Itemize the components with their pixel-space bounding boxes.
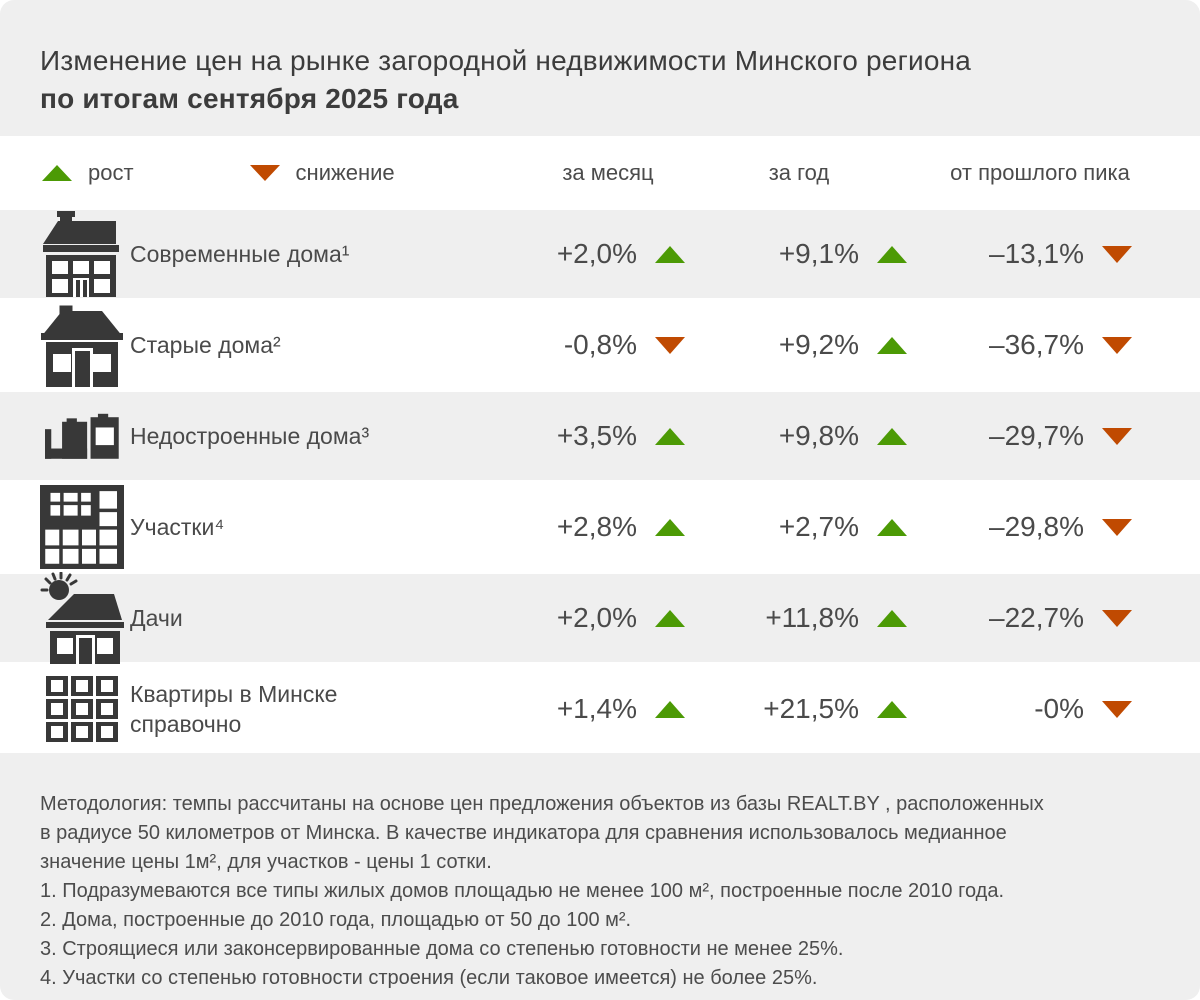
growth-legend-label: рост: [88, 160, 134, 185]
month-value: -0,8%: [563, 329, 637, 360]
month-value: +2,8%: [556, 511, 637, 542]
up-triangle-icon: [877, 427, 907, 445]
year-value: +9,2%: [778, 329, 859, 360]
column-header-peak: от прошлого пика: [950, 160, 1130, 185]
value-peak: –29,7%: [907, 420, 1132, 452]
table-row: Участки⁴ +2,8% +2,7% –29,8%: [0, 483, 1200, 571]
up-triangle-icon: [877, 700, 907, 718]
peak-value: –13,1%: [989, 238, 1084, 269]
year-value: +2,7%: [778, 511, 859, 542]
row-label: Недостроенные дома³: [130, 423, 370, 449]
methodology-line: в радиусе 50 километров от Минска. В кач…: [40, 822, 1007, 844]
month-value: +2,0%: [556, 238, 637, 269]
value-peak: –22,7%: [907, 602, 1132, 634]
down-triangle-icon: [1102, 427, 1132, 445]
row-label: Квартиры в Минске: [130, 681, 338, 707]
old-house-icon: [40, 301, 124, 389]
value-peak: –36,7%: [907, 329, 1132, 361]
value-month: +2,8%: [525, 511, 685, 543]
value-year: +9,2%: [685, 329, 907, 361]
page-title: Изменение цен на рынке загородной недвиж…: [40, 45, 972, 76]
up-triangle-icon: [877, 609, 907, 627]
table-row: Старые дома² -0,8% +9,2% –36,7%: [0, 301, 1200, 389]
column-header-year: за год: [768, 160, 830, 185]
up-triangle-icon: [655, 245, 685, 263]
up-triangle-icon: [655, 700, 685, 718]
value-year: +9,8%: [685, 420, 907, 452]
dacha-house-icon: [40, 572, 124, 664]
value-month: +1,4%: [525, 693, 685, 725]
value-month: +3,5%: [525, 420, 685, 452]
value-month: -0,8%: [525, 329, 685, 361]
value-year: +11,8%: [685, 602, 907, 634]
unfinished-house-icon: [40, 392, 124, 480]
month-value: +2,0%: [556, 602, 637, 633]
methodology-block: Методология: темпы рассчитаны на основе …: [0, 756, 1200, 993]
growth-triangle-icon: [42, 165, 72, 181]
down-triangle-icon: [1102, 700, 1132, 718]
row-label: Современные дома¹: [130, 241, 350, 267]
footnote-2: 2. Дома, построенные до 2010 года, площа…: [40, 909, 632, 931]
up-triangle-icon: [877, 518, 907, 536]
table-row: Квартиры в Минске справочно +1,4% +21,5%…: [0, 665, 1200, 753]
peak-value: –29,8%: [989, 511, 1084, 542]
row-label: Старые дома²: [130, 332, 281, 358]
table-row: Дачи +2,0% +11,8% –22,7%: [0, 572, 1200, 664]
value-month: +2,0%: [525, 238, 685, 270]
up-triangle-icon: [655, 518, 685, 536]
row-label: Участки⁴: [130, 514, 225, 540]
footnote-3: 3. Строящиеся или законсервированные дом…: [40, 938, 844, 960]
table-body: Современные дома¹ +2,0% +9,1% –13,1% Ста…: [0, 210, 1200, 753]
up-triangle-icon: [877, 336, 907, 354]
peak-value: –36,7%: [989, 329, 1084, 360]
row-sublabel: справочно: [130, 711, 242, 737]
table-header-row: рост снижение за месяц за год от прошлог…: [0, 136, 1200, 210]
value-peak: –13,1%: [907, 238, 1132, 270]
value-year: +2,7%: [685, 511, 907, 543]
footnote-4: 4. Участки со степенью готовности строен…: [40, 967, 818, 989]
column-header-month: за месяц: [562, 160, 654, 185]
table-row: Недостроенные дома³ +3,5% +9,8% –29,7%: [0, 392, 1200, 480]
table-row: Современные дома¹ +2,0% +9,1% –13,1%: [0, 210, 1200, 298]
month-value: +3,5%: [556, 420, 637, 451]
value-year: +9,1%: [685, 238, 907, 270]
land-plot-icon: [40, 483, 124, 571]
down-triangle-icon: [1102, 518, 1132, 536]
up-triangle-icon: [655, 427, 685, 445]
peak-value: -0%: [1034, 693, 1084, 724]
apartment-building-icon: [40, 665, 124, 753]
up-triangle-icon: [877, 245, 907, 263]
decline-legend-label: снижение: [295, 160, 395, 185]
footnote-1: 1. Подразумеваются все типы жилых домов …: [40, 880, 1004, 902]
title-block: Изменение цен на рынке загородной недвиж…: [0, 0, 1200, 136]
methodology-line: Методология: темпы рассчитаны на основе …: [40, 793, 1044, 815]
down-triangle-icon: [655, 336, 685, 354]
row-label: Дачи: [130, 605, 183, 631]
value-peak: –29,8%: [907, 511, 1132, 543]
year-value: +11,8%: [765, 602, 859, 633]
year-value: +21,5%: [763, 693, 859, 724]
year-value: +9,1%: [778, 238, 859, 269]
value-month: +2,0%: [525, 602, 685, 634]
peak-value: –22,7%: [989, 602, 1084, 633]
legend: рост снижение: [0, 160, 528, 186]
down-triangle-icon: [1102, 245, 1132, 263]
peak-value: –29,7%: [989, 420, 1084, 451]
modern-house-icon: [40, 210, 124, 298]
decline-triangle-icon: [249, 165, 280, 181]
value-peak: -0%: [907, 693, 1132, 725]
value-year: +21,5%: [685, 693, 907, 725]
month-value: +1,4%: [556, 693, 637, 724]
year-value: +9,8%: [778, 420, 859, 451]
down-triangle-icon: [1102, 336, 1132, 354]
methodology-line: значение цены 1м², для участков - цены 1…: [40, 851, 492, 873]
up-triangle-icon: [655, 609, 685, 627]
price-table: рост снижение за месяц за год от прошлог…: [0, 136, 1200, 753]
down-triangle-icon: [1102, 609, 1132, 627]
page-subtitle: по итогам сентября 2025 года: [40, 83, 459, 114]
